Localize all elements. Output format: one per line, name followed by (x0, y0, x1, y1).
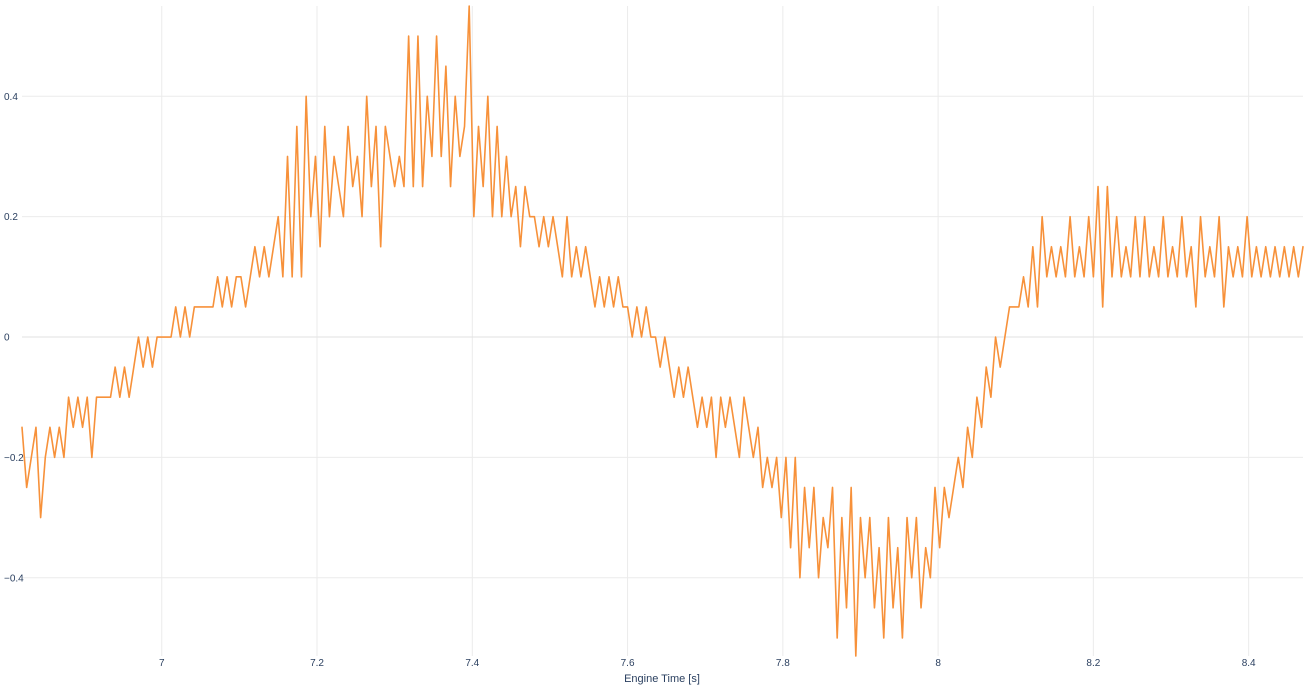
y-tick-label: −0.2 (4, 453, 24, 464)
x-tick-label: 7.8 (776, 658, 790, 669)
x-tick-label: 8.4 (1242, 658, 1256, 669)
y-tick-label: −0.4 (4, 573, 24, 584)
series-layer (21, 5, 1304, 657)
y-tick-label: 0 (4, 333, 10, 344)
grid (22, 6, 1303, 656)
x-axis-ticks: 7 7.2 7.4 7.6 7.8 8 8.2 8.4 (159, 658, 1256, 669)
x-tick-label: 7 (159, 658, 165, 669)
x-tick-label: 8.2 (1086, 658, 1100, 669)
x-tick-label: 7.6 (621, 658, 635, 669)
y-tick-label: 0.4 (4, 92, 18, 103)
x-tick-label: 8 (935, 658, 941, 669)
y-tick-label: 0.2 (4, 212, 18, 223)
x-tick-label: 7.4 (465, 658, 479, 669)
x-axis-title: Engine Time [s] (624, 673, 700, 685)
series-line (21, 5, 1304, 657)
y-axis-ticks: −0.4 −0.2 0 0.2 0.4 (4, 92, 24, 584)
x-tick-label: 7.2 (310, 658, 324, 669)
